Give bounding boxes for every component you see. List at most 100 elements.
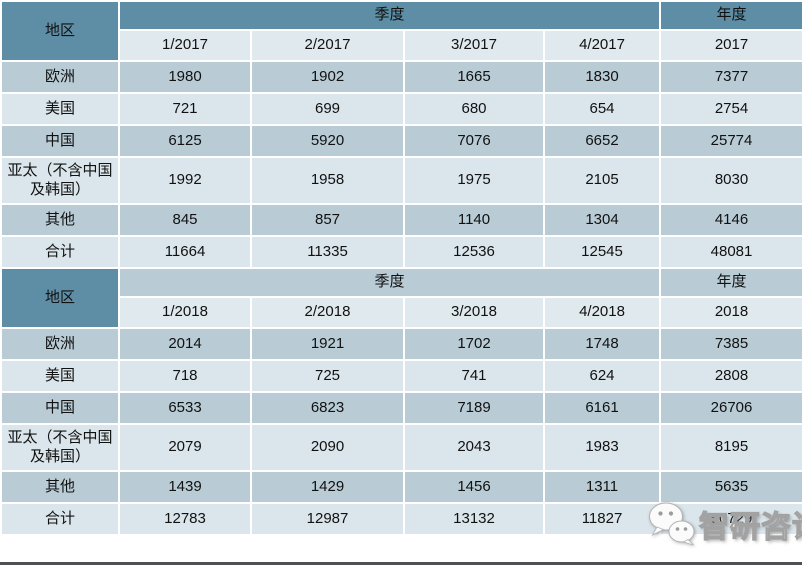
region-column-header: 地区: [0, 267, 120, 329]
section1-header-row: 地区 季度 年度: [0, 0, 802, 62]
value-cell: 1830: [542, 60, 662, 94]
value-cell: 48081: [659, 235, 802, 269]
value-cell: 11664: [118, 235, 252, 269]
section2-header-row: 地区 季度 年度: [0, 267, 802, 329]
value-cell: 5635: [659, 470, 802, 504]
value-cell: 12545: [542, 235, 662, 269]
value-cell: 1958: [250, 156, 405, 205]
value-cell: 1665: [403, 60, 545, 94]
value-cell: 12987: [250, 502, 405, 536]
value-cell: 2043: [403, 423, 545, 472]
value-cell: 1748: [542, 327, 662, 361]
value-cell: 725: [250, 359, 405, 393]
value-cell: 1140: [403, 203, 545, 237]
col-header-q3-2018: 3/2018: [403, 296, 545, 329]
value-cell: 12536: [403, 235, 545, 269]
region-cell: 中国: [0, 391, 120, 425]
value-cell: 50729: [659, 502, 802, 536]
value-cell: 6125: [118, 124, 252, 158]
value-cell: 2014: [118, 327, 252, 361]
region-cell: 欧洲: [0, 60, 120, 94]
region-cell: 合计: [0, 502, 120, 536]
region-cell: 欧洲: [0, 327, 120, 361]
value-cell: 1975: [403, 156, 545, 205]
col-header-year-2017: 2017: [659, 29, 802, 62]
value-cell: 7377: [659, 60, 802, 94]
value-cell: 8030: [659, 156, 802, 205]
value-cell: 721: [118, 92, 252, 126]
region-cell: 亚太（不含中国及韩国）: [0, 423, 120, 472]
value-cell: 25774: [659, 124, 802, 158]
table-row-usa-2017: 美国 721 699 680 654 2754: [0, 92, 802, 126]
table-row-china-2017: 中国 6125 5920 7076 6652 25774: [0, 124, 802, 158]
value-cell: 741: [403, 359, 545, 393]
col-header-q2-2017: 2/2017: [250, 29, 405, 62]
value-cell: 5920: [250, 124, 405, 158]
value-cell: 1439: [118, 470, 252, 504]
value-cell: 1992: [118, 156, 252, 205]
value-cell: 11335: [250, 235, 405, 269]
value-cell: 680: [403, 92, 545, 126]
value-cell: 1921: [250, 327, 405, 361]
value-cell: 2090: [250, 423, 405, 472]
region-cell: 亚太（不含中国及韩国）: [0, 156, 120, 205]
table-row-china-2018: 中国 6533 6823 7189 6161 26706: [0, 391, 802, 425]
table-row-other-2017: 其他 845 857 1140 1304 4146: [0, 203, 802, 237]
value-cell: 12783: [118, 502, 252, 536]
table-row-europe-2018: 欧洲 2014 1921 1702 1748 7385: [0, 327, 802, 361]
table-row-total-2017: 合计 11664 11335 12536 12545 48081: [0, 235, 802, 269]
value-cell: 1304: [542, 203, 662, 237]
table-row-total-2018: 合计 12783 12987 13132 11827 50729: [0, 502, 802, 536]
value-cell: 857: [250, 203, 405, 237]
section1-subheader-row: 1/2017 2/2017 3/2017 4/2017 2017: [1, 29, 802, 62]
value-cell: 2754: [659, 92, 802, 126]
value-cell: 1311: [542, 470, 662, 504]
quarter-group-header: 季度: [117, 0, 662, 31]
region-cell: 其他: [0, 203, 120, 237]
quarter-group-header: 季度: [117, 267, 662, 298]
value-cell: 2079: [118, 423, 252, 472]
value-cell: 7189: [403, 391, 545, 425]
value-cell: 6652: [542, 124, 662, 158]
value-cell: 4146: [659, 203, 802, 237]
value-cell: 1456: [403, 470, 545, 504]
region-cell: 中国: [0, 124, 120, 158]
value-cell: 6161: [542, 391, 662, 425]
value-cell: 654: [542, 92, 662, 126]
value-cell: 1702: [403, 327, 545, 361]
table-row-usa-2018: 美国 718 725 741 624 2808: [0, 359, 802, 393]
region-cell: 其他: [0, 470, 120, 504]
table-row-apac-2017: 亚太（不含中国及韩国） 1992 1958 1975 2105 8030: [0, 156, 802, 205]
value-cell: 699: [250, 92, 405, 126]
value-cell: 1429: [250, 470, 405, 504]
value-cell: 11827: [542, 502, 662, 536]
year-group-header: 年度: [659, 0, 802, 31]
col-header-q1-2017: 1/2017: [118, 29, 252, 62]
region-cell: 美国: [0, 359, 120, 393]
bottom-border-bar: [0, 562, 802, 565]
table-row-apac-2018: 亚太（不含中国及韩国） 2079 2090 2043 1983 8195: [0, 423, 802, 472]
value-cell: 2105: [542, 156, 662, 205]
col-header-q1-2018: 1/2018: [118, 296, 252, 329]
col-header-q4-2018: 4/2018: [542, 296, 662, 329]
col-header-q4-2017: 4/2017: [542, 29, 662, 62]
value-cell: 718: [118, 359, 252, 393]
col-header-year-2018: 2018: [659, 296, 802, 329]
year-group-header: 年度: [659, 267, 802, 298]
value-cell: 845: [118, 203, 252, 237]
regional-quarterly-table: 地区 季度 年度 1/2017 2/2017 3/2017 4/2017 201…: [0, 0, 802, 536]
value-cell: 2808: [659, 359, 802, 393]
section2-subheader-row: 1/2018 2/2018 3/2018 4/2018 2018: [1, 296, 802, 329]
value-cell: 6533: [118, 391, 252, 425]
value-cell: 7385: [659, 327, 802, 361]
value-cell: 1983: [542, 423, 662, 472]
value-cell: 7076: [403, 124, 545, 158]
value-cell: 1980: [118, 60, 252, 94]
value-cell: 26706: [659, 391, 802, 425]
value-cell: 624: [542, 359, 662, 393]
col-header-q2-2018: 2/2018: [250, 296, 405, 329]
region-cell: 美国: [0, 92, 120, 126]
table-row-other-2018: 其他 1439 1429 1456 1311 5635: [0, 470, 802, 504]
table-row-europe-2017: 欧洲 1980 1902 1665 1830 7377: [0, 60, 802, 94]
value-cell: 8195: [659, 423, 802, 472]
